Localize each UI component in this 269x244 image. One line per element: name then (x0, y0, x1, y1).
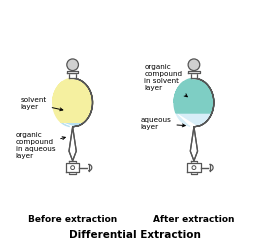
Polygon shape (66, 163, 79, 172)
Text: Before extraction: Before extraction (28, 214, 117, 224)
Text: aqueous
layer: aqueous layer (141, 117, 185, 130)
Polygon shape (67, 71, 79, 73)
Text: Differential Extraction: Differential Extraction (69, 230, 200, 240)
Polygon shape (190, 78, 214, 161)
Polygon shape (69, 73, 76, 78)
Text: After extraction: After extraction (153, 214, 235, 224)
Circle shape (192, 166, 196, 170)
Polygon shape (187, 163, 201, 172)
Circle shape (71, 166, 75, 170)
Polygon shape (210, 164, 213, 171)
Circle shape (188, 59, 200, 71)
Polygon shape (188, 71, 200, 73)
Polygon shape (174, 78, 214, 112)
Polygon shape (89, 164, 92, 171)
Polygon shape (191, 161, 197, 174)
Circle shape (67, 59, 79, 71)
Polygon shape (69, 78, 93, 161)
Text: organic
compound
in solvent
layer: organic compound in solvent layer (144, 64, 187, 97)
Text: solvent
layer: solvent layer (20, 97, 63, 111)
Text: organic
compound
in aqueous
layer: organic compound in aqueous layer (16, 132, 65, 160)
Polygon shape (53, 78, 93, 122)
Polygon shape (69, 161, 76, 174)
Polygon shape (190, 73, 197, 78)
